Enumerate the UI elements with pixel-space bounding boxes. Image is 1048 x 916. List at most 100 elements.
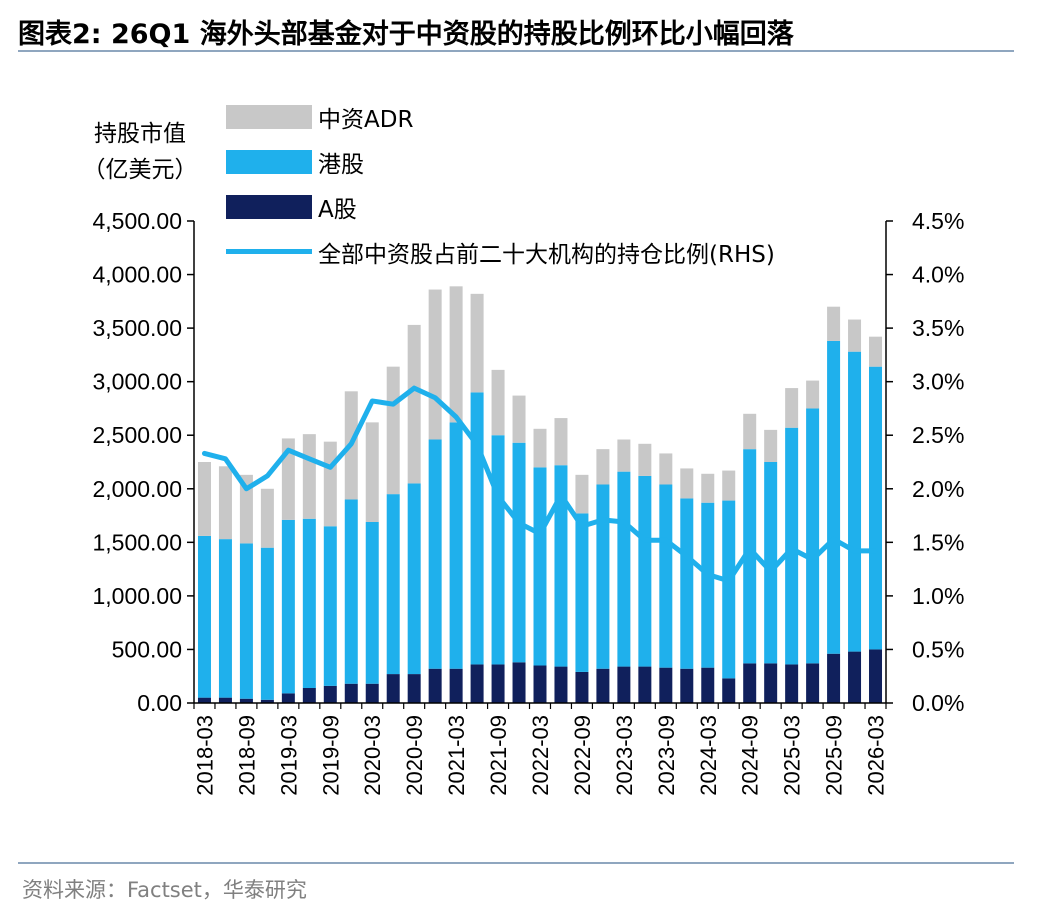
x-tick-label: 2018-09	[234, 715, 259, 796]
bar-hk	[533, 467, 547, 666]
bar-adr	[533, 428, 547, 468]
bar-ashare	[533, 665, 547, 703]
x-tick-label: 2020-09	[402, 715, 427, 796]
bar-ashare	[470, 664, 484, 703]
y-tick-label-right: 3.5%	[912, 315, 964, 341]
x-tick-label: 2021-09	[486, 715, 511, 796]
bar-ashare	[722, 678, 736, 703]
x-tick-label: 2024-09	[738, 715, 763, 796]
bar-ashare	[869, 649, 883, 703]
bar-adr	[638, 443, 652, 476]
y-tick-label-right: 1.0%	[912, 583, 964, 609]
bar-adr	[407, 324, 421, 484]
bar-hk	[260, 547, 274, 700]
y-tick-label-right: 4.5%	[912, 208, 964, 234]
bar-adr	[575, 474, 589, 514]
bar-adr	[701, 473, 715, 503]
bar-ashare	[617, 666, 631, 703]
x-tick-label: 2022-09	[570, 715, 595, 796]
bar-adr	[869, 336, 883, 367]
bar-ashare	[449, 668, 463, 703]
bar-hk	[680, 498, 694, 669]
x-tick-label: 2018-03	[192, 715, 217, 796]
bar-adr	[260, 488, 274, 548]
chart-title: 图表2: 26Q1 海外头部基金对于中资股的持股比例环比小幅回落	[18, 19, 794, 50]
legend: 中资ADR 港股 A股 全部中资股占前二十大机构的持仓比例(RHS)	[226, 94, 775, 274]
bar-hk	[596, 484, 610, 669]
bar-adr	[470, 293, 484, 393]
bar-adr	[323, 441, 337, 527]
bar-hk	[491, 435, 505, 665]
bar-hk	[848, 351, 862, 652]
bar-hk	[659, 484, 673, 668]
footer-divider	[18, 862, 1014, 864]
y-tick-label-left: 1,000.00	[92, 583, 182, 609]
bar-adr	[428, 289, 442, 440]
legend-label-adr: 中资ADR	[318, 106, 414, 133]
legend-item-ratio: 全部中资股占前二十大机构的持仓比例(RHS)	[226, 229, 775, 274]
y-tick-label-right: 0.5%	[912, 636, 964, 662]
bar-hk	[827, 340, 841, 654]
y-tick-label-left: 3,500.00	[92, 315, 182, 341]
y-tick-label-left: 2,000.00	[92, 476, 182, 502]
y-tick-label-left: 1,500.00	[92, 529, 182, 555]
y-tick-label-left: 3,000.00	[92, 369, 182, 395]
y-tick-label-right: 4.0%	[912, 262, 964, 288]
bar-adr	[617, 439, 631, 472]
bar-ashare	[386, 674, 400, 703]
y-tick-label-right: 2.5%	[912, 422, 964, 448]
bar-hk	[239, 543, 253, 699]
bar-ashare	[575, 671, 589, 703]
y-axis-label-line2: （亿美元）	[82, 157, 198, 183]
bar-adr	[848, 319, 862, 352]
legend-item-hk: 港股	[226, 139, 775, 184]
bar-hk	[344, 499, 358, 684]
bar-adr	[806, 380, 820, 409]
x-tick-label: 2021-03	[444, 715, 469, 796]
bar-ashare	[197, 697, 211, 703]
bar-ashare	[764, 663, 778, 703]
bar-hk	[386, 494, 400, 675]
bar-adr	[218, 466, 232, 540]
title-divider	[18, 50, 1014, 52]
bar-ashare	[260, 699, 274, 703]
y-tick-label-right: 0.0%	[912, 690, 964, 716]
bar-hk	[617, 471, 631, 667]
bar-ashare	[554, 666, 568, 703]
y-tick-label-left: 500.00	[112, 636, 182, 662]
x-tick-label: 2019-09	[318, 715, 343, 796]
bar-hk	[785, 427, 799, 665]
bar-ashare	[638, 666, 652, 703]
bar-hk	[281, 519, 295, 694]
bar-hk	[470, 392, 484, 665]
y-tick-label-left: 0.00	[137, 690, 182, 716]
bar-adr	[764, 429, 778, 462]
bar-adr	[281, 438, 295, 520]
bar-hk	[323, 526, 337, 686]
bar-hk	[365, 521, 379, 684]
y-tick-label-left: 2,500.00	[92, 422, 182, 448]
bar-ashare	[785, 664, 799, 703]
bar-ashare	[323, 685, 337, 703]
bar-hk	[869, 366, 883, 650]
bar-ashare	[680, 668, 694, 703]
x-tick-label: 2024-03	[696, 715, 721, 796]
bar-adr	[722, 470, 736, 501]
bar-adr	[743, 413, 757, 450]
y-axis-label: 持股市值 （亿美元）	[74, 116, 206, 188]
bar-hk	[197, 535, 211, 698]
bar-adr	[785, 388, 799, 428]
bar-hk	[701, 502, 715, 668]
legend-swatch-adr	[226, 104, 312, 129]
bar-hk	[449, 422, 463, 669]
x-tick-label: 2020-03	[360, 715, 385, 796]
x-tick-label: 2023-03	[612, 715, 637, 796]
bar-hk	[554, 465, 568, 667]
bar-ashare	[365, 683, 379, 703]
legend-item-adr: 中资ADR	[226, 94, 775, 139]
bar-adr	[554, 418, 568, 466]
bar-adr	[491, 369, 505, 436]
bar-ashare	[806, 663, 820, 703]
x-tick-label: 2019-03	[276, 715, 301, 796]
bar-adr	[659, 453, 673, 485]
